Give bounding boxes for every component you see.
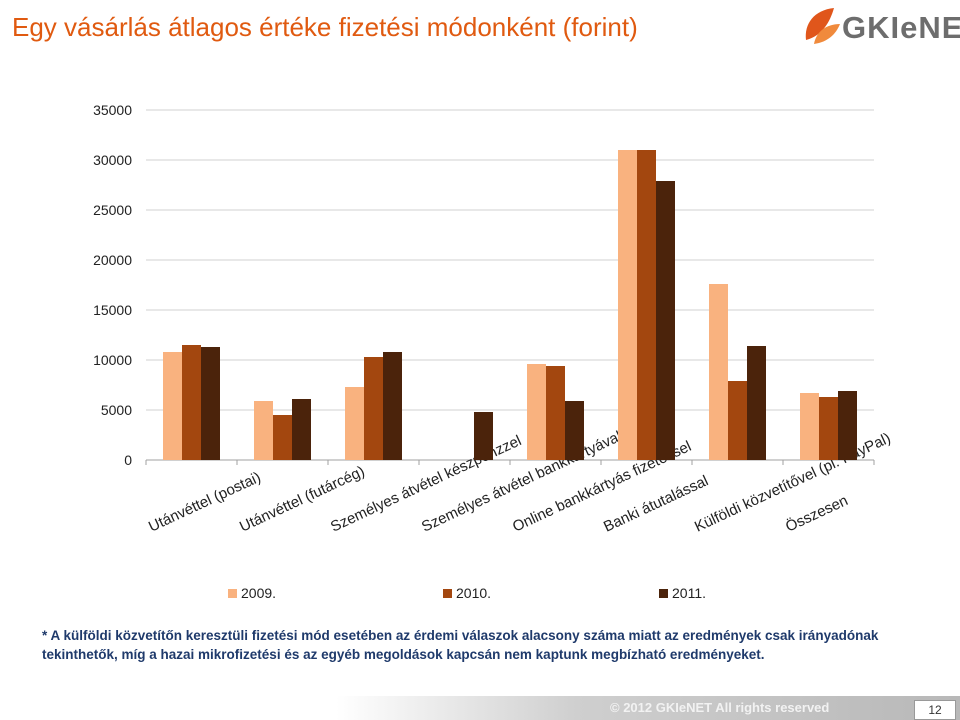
legend-label-2009: 2009. <box>241 585 277 601</box>
bar <box>618 150 637 460</box>
legend-label-2011: 2011. <box>672 585 706 601</box>
bar-chart: 05000100001500020000250003000035000Utánv… <box>93 102 893 536</box>
y-tick-label: 0 <box>124 452 132 468</box>
y-tick-label: 10000 <box>93 352 132 368</box>
y-tick-label: 30000 <box>93 152 132 168</box>
page-number: 12 <box>914 700 956 720</box>
bar <box>254 401 273 460</box>
bar <box>656 181 675 460</box>
bar <box>383 352 402 460</box>
legend-swatch-2009 <box>228 588 237 598</box>
bar <box>819 397 838 460</box>
copyright-text: © 2012 GKIeNET All rights reserved <box>610 700 830 715</box>
bar <box>345 387 364 460</box>
bar <box>747 346 766 460</box>
legend-item-2011: 2011. <box>659 585 706 601</box>
legend-label-2010: 2010. <box>456 585 492 601</box>
logo-text: GKIeNET <box>842 10 960 45</box>
legend-swatch-2011 <box>659 588 668 598</box>
footnote: * A külföldi közvetítőn keresztüli fizet… <box>42 628 879 662</box>
brand-logo: GKIeNET <box>800 4 960 50</box>
bar <box>565 401 584 460</box>
x-category-label: Összesen <box>783 491 851 536</box>
y-tick-label: 35000 <box>93 102 132 118</box>
bar <box>273 415 292 460</box>
bar <box>527 364 546 460</box>
bar <box>800 393 819 460</box>
y-tick-label: 20000 <box>93 252 132 268</box>
bar <box>163 352 182 460</box>
bar <box>838 391 857 460</box>
legend-item-2009: 2009. <box>228 585 276 601</box>
legend-item-2010: 2010. <box>443 585 491 601</box>
bar <box>709 284 728 460</box>
footer-bar: © 2012 GKIeNET All rights reserved <box>0 696 960 720</box>
y-tick-label: 15000 <box>93 302 132 318</box>
legend-swatch-2010 <box>443 588 452 598</box>
bar <box>182 345 201 460</box>
bar <box>637 150 656 460</box>
leaf-icon <box>805 8 840 44</box>
y-tick-label: 5000 <box>101 402 132 418</box>
bar <box>728 381 747 460</box>
slide-title: Egy vásárlás átlagos értéke fizetési mód… <box>12 12 638 42</box>
bar <box>292 399 311 460</box>
bar <box>474 412 493 460</box>
bar <box>201 347 220 460</box>
bar <box>364 357 383 460</box>
chart-legend: 2009. 2010. 2011. <box>0 585 960 607</box>
y-tick-label: 25000 <box>93 202 132 218</box>
bar <box>546 366 565 460</box>
